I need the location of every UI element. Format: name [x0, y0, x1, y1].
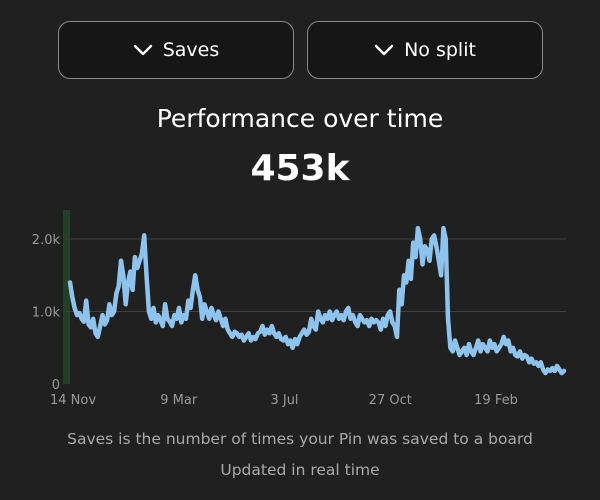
chevron-down-icon	[133, 44, 152, 56]
metric-description: Saves is the number of times your Pin wa…	[67, 430, 533, 448]
x-tick-label: 19 Feb	[474, 393, 518, 408]
metric-dropdown[interactable]: Saves	[58, 21, 294, 79]
y-tick-label: 0	[52, 378, 60, 393]
x-tick-label: 3 Jul	[270, 393, 298, 408]
chart-title: Performance over time	[156, 104, 444, 133]
performance-chart[interactable]: 0 1.0k 2.0k 14 Nov 9 Mar 3 Jul 27 Oct 19 Feb	[0, 200, 600, 415]
y-tick-label: 2.0k	[32, 233, 61, 248]
split-dropdown-label: No split	[404, 39, 476, 61]
update-status: Updated in real time	[220, 461, 380, 479]
chevron-down-icon	[374, 44, 394, 56]
y-tick-label: 1.0k	[32, 306, 61, 321]
metric-dropdown-label: Saves	[162, 39, 220, 61]
x-tick-label: 9 Mar	[160, 393, 198, 408]
split-dropdown[interactable]: No split	[307, 21, 543, 79]
series-line	[67, 225, 567, 376]
x-tick-label: 14 Nov	[50, 393, 96, 408]
selection-highlight-band	[63, 210, 70, 384]
x-tick-label: 27 Oct	[369, 393, 412, 408]
total-value: 453k	[250, 148, 350, 189]
